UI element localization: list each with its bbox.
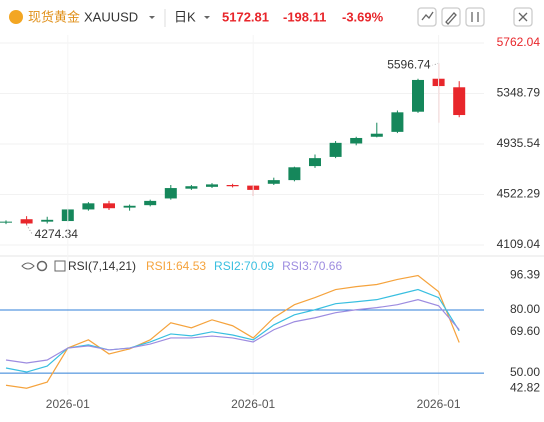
candle-body [391,112,404,132]
indicator-icon [421,11,434,21]
tool-button[interactable] [441,7,461,27]
rsi-tick-label: 50.00 [510,365,540,379]
candle-body [185,186,198,189]
y-tick-label: 4522.29 [497,187,541,201]
fullscreen-icon [518,12,528,22]
candle-body [144,200,157,206]
rsi-tick-label: 96.39 [510,268,540,282]
rsi-tick-label: 80.00 [510,302,540,316]
candle-body [226,185,239,187]
candle-body [412,79,424,112]
candle-body [103,203,115,209]
gold-icon [9,10,23,24]
candle-body [41,219,54,222]
candle-body [0,221,12,223]
rsi-tick-label: 69.60 [510,324,540,338]
percent-change: -3.69% [342,9,384,24]
last-price: 5172.81 [222,9,269,24]
rsi-title: RSI(7,14,21) [68,259,136,273]
tool-button[interactable] [513,7,533,27]
candle-body [370,133,383,137]
rsi-line [5,274,460,389]
legend-entry: RSI2:70.09 [214,259,274,273]
tool-button[interactable] [465,7,485,27]
eye-icon[interactable] [21,262,35,270]
y-tick-label: 5762.04 [497,35,541,49]
legend-entry: RSI1:64.53 [146,259,206,273]
legend-entry: RSI3:70.66 [282,259,342,273]
settings-icon[interactable] [36,260,48,272]
candle-body [350,137,363,144]
candle-body [206,184,218,187]
candle-body [453,87,466,116]
annotation-leader [432,62,439,66]
candle-body [309,158,321,167]
x-tick-label: 2026-01 [417,397,461,411]
x-tick-label: 2026-01 [46,397,90,411]
candle-body [329,142,342,157]
extreme-label: 4274.34 [35,227,79,241]
period[interactable]: 日K [174,9,196,24]
price-change: -198.11 [283,9,326,24]
candle-body [20,219,33,224]
candle-body [267,180,280,184]
y-tick-label: 5348.79 [497,86,541,100]
tool-button[interactable] [417,7,437,27]
candle-body [82,203,95,210]
rsi-line [5,299,460,364]
rsi-line [5,288,460,373]
y-tick-label: 4109.04 [497,237,541,251]
candle-body [288,167,301,181]
y-tick-label: 4935.54 [497,136,541,150]
instrument-name: 现货黄金 [28,9,80,24]
candle-icon [471,12,479,22]
draw-icon [445,12,457,25]
rsi-tick-label: 42.82 [510,380,540,394]
indicator-box[interactable] [54,260,66,272]
annotation-leader [26,224,34,236]
candle-body [164,188,177,199]
symbol[interactable]: XAUUSD [84,9,138,24]
candle-body [123,205,136,208]
dropdown-arrow[interactable] [149,16,155,19]
x-tick-label: 2026-01 [231,397,275,411]
extreme-label: 5596.74 [387,57,431,71]
dropdown-arrow[interactable] [204,16,210,19]
